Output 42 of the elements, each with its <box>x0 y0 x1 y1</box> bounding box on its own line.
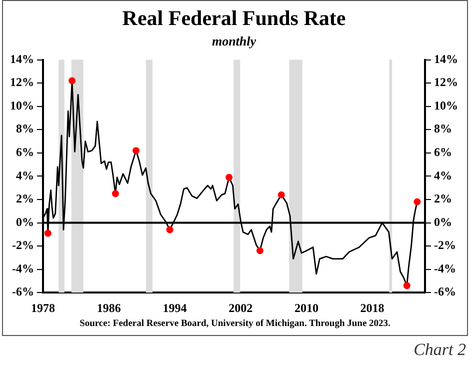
point <box>278 191 285 198</box>
y-tick-label: 6% <box>16 145 34 160</box>
x-tick-label: 2018 <box>360 300 384 315</box>
point <box>403 282 410 290</box>
x-tick-label: 1986 <box>96 300 121 315</box>
y-tick-label: 2% <box>16 192 34 206</box>
point <box>414 198 421 206</box>
chart-title: Real Federal Funds Rate <box>122 6 346 30</box>
y-tick-label: 10% <box>10 98 34 112</box>
point <box>68 77 76 84</box>
y-tick-label: 0% <box>16 214 34 229</box>
y2-tick-label: -6% <box>434 284 456 299</box>
y2-tick-label: 4% <box>434 168 452 182</box>
y-tick-label: -4% <box>12 261 34 276</box>
y2-tick-label: 10% <box>434 98 458 112</box>
chart-subtitle: monthly <box>212 33 256 48</box>
source-note: Source: Federal Reserve Board, University of Michigan. Through June 2023. <box>78 319 392 331</box>
y-tick-label: 4% <box>16 168 34 182</box>
y2-tick-label: -2% <box>434 238 456 252</box>
y-tick-label: -6% <box>12 284 34 299</box>
y2-tick-label: 0% <box>434 214 452 229</box>
y-tick-label: 8% <box>16 122 34 136</box>
y2-tick-label: 14% <box>434 52 458 66</box>
y2-tick-label: 2% <box>434 192 452 206</box>
point <box>256 247 264 254</box>
point <box>226 174 233 181</box>
y2-tick-label: 8% <box>434 122 452 136</box>
y-tick-label: -2% <box>12 238 34 252</box>
y2-tick-label: -4% <box>434 261 456 276</box>
caption: Chart 2 <box>412 339 467 360</box>
point <box>132 147 140 154</box>
y-tick-label: 12% <box>10 75 34 90</box>
x-tick-label: 2002 <box>228 300 253 315</box>
x-tick-label: 1978 <box>31 300 55 315</box>
x-tick-label: 2010 <box>294 300 318 315</box>
point <box>112 190 119 198</box>
point <box>166 226 174 234</box>
y2-tick-label: 6% <box>434 145 452 160</box>
point <box>44 230 52 237</box>
y2-tick-label: 12% <box>434 75 458 90</box>
y-tick-label: 14% <box>10 52 34 66</box>
x-tick-label: 1994 <box>162 300 187 315</box>
